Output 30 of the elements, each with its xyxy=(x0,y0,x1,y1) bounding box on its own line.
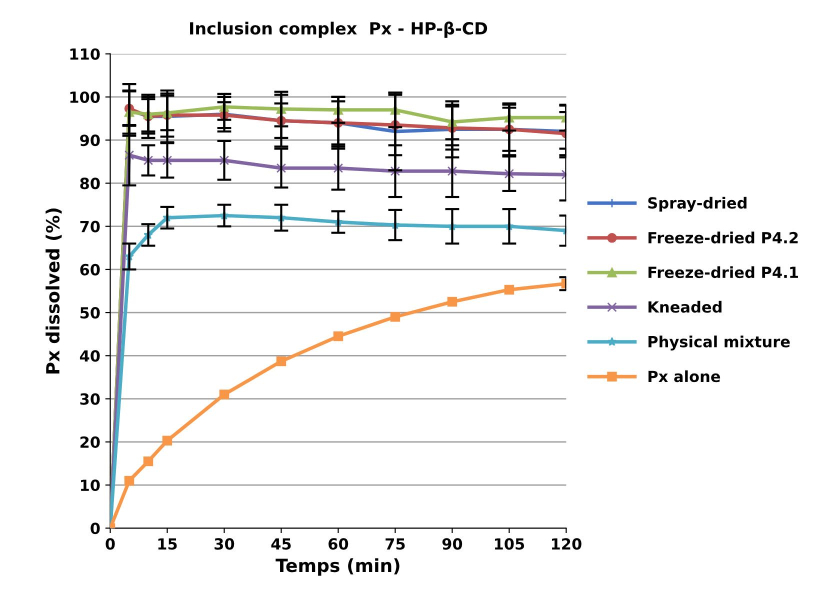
legend-label: Kneaded xyxy=(648,300,722,313)
y-tick-label: 20 xyxy=(80,436,100,448)
y-tick-label: 60 xyxy=(80,264,100,276)
x-tick-label: 90 xyxy=(442,538,462,550)
y-tick-label: 10 xyxy=(81,480,100,492)
x-tick-label: 30 xyxy=(214,538,234,550)
x-tick-label: 60 xyxy=(328,538,348,550)
y-tick-label: 40 xyxy=(80,350,100,362)
x-tick-label: 15 xyxy=(158,538,177,550)
y-axis-title: Px dissolved (%) xyxy=(46,208,62,374)
chart-title: Inclusion complex Px - HP-β-CD xyxy=(190,22,488,38)
y-tick-label: 0 xyxy=(90,522,100,534)
x-tick-label: 0 xyxy=(106,538,115,550)
legend-label: Px alone xyxy=(648,370,720,382)
legend-label: Freeze-dried P4.2 xyxy=(648,232,798,244)
y-tick-label: 70 xyxy=(80,220,100,232)
y-tick-label: 30 xyxy=(80,393,100,405)
x-tick-label: 105 xyxy=(494,538,524,550)
x-axis-title: Temps (min) xyxy=(276,558,400,576)
legend-label: Freeze-dried P4.1 xyxy=(648,266,798,278)
y-tick-label: 110 xyxy=(70,48,100,60)
legend-label: Spray-dried xyxy=(648,196,746,212)
x-tick-label: 120 xyxy=(552,538,582,550)
y-tick-label: 100 xyxy=(70,91,100,103)
x-tick-label: 45 xyxy=(271,538,291,550)
y-tick-label: 50 xyxy=(80,307,100,319)
legend-label: Physical mixture xyxy=(648,336,790,350)
y-tick-label: 90 xyxy=(80,134,100,146)
x-tick-label: 75 xyxy=(386,538,405,550)
y-tick-label: 80 xyxy=(80,178,100,190)
